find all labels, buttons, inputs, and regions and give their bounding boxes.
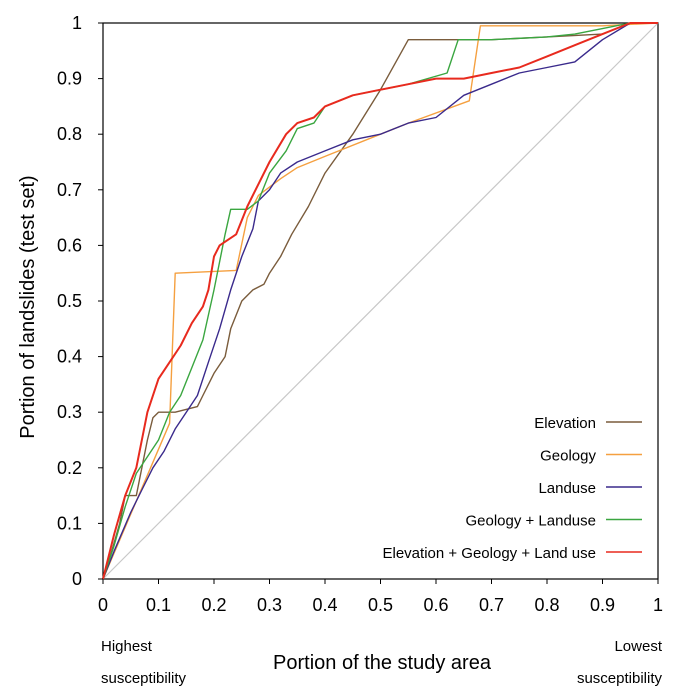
series-line-elevation <box>102 22 658 580</box>
legend-label: Elevation + Geology + Land use <box>383 545 597 562</box>
x-axis-label: Portion of the study area <box>273 652 492 674</box>
legend-label: Elevation <box>534 415 596 432</box>
annotation-highest-susceptibility: susceptibility <box>101 670 187 687</box>
y-tick-label: 0.3 <box>57 402 82 422</box>
y-tick-label: 0.8 <box>57 124 82 144</box>
x-tick-label: 0.3 <box>257 595 282 615</box>
y-tick-label: 1 <box>72 13 82 33</box>
x-tick-label: 1 <box>653 595 663 615</box>
x-tick-label: 0.4 <box>312 595 337 615</box>
series-line-geology-landuse <box>102 22 658 580</box>
annotation-highest: Highest <box>101 638 152 655</box>
x-tick-label: 0.9 <box>590 595 615 615</box>
x-tick-label: 0.1 <box>146 595 171 615</box>
reference-diagonal-line <box>102 22 659 580</box>
legend-label: Geology + Landuse <box>465 513 596 530</box>
legend-label: Landuse <box>538 480 596 497</box>
y-tick-label: 0.7 <box>57 180 82 200</box>
series-line-landuse <box>102 22 658 580</box>
legend-label: Geology <box>540 448 596 465</box>
x-tick-label: 0.7 <box>479 595 504 615</box>
y-tick-label: 0.1 <box>57 513 82 533</box>
annotation-lowest: Lowest <box>614 638 662 655</box>
annotation-lowest-susceptibility: susceptibility <box>576 670 662 687</box>
x-tick-label: 0.5 <box>368 595 393 615</box>
legend: Elevation Geology Landuse Geology + Landuse… <box>383 415 642 562</box>
y-tick-label: 0.9 <box>57 69 82 89</box>
x-tick-label: 0 <box>98 595 108 615</box>
y-tick-label: 0 <box>72 569 82 589</box>
x-tick-label: 0.6 <box>423 595 448 615</box>
series-layer <box>102 22 659 580</box>
y-tick-label: 0.4 <box>57 347 82 367</box>
y-axis-ticks: 0 0.1 0.2 0.3 0.4 0.5 0.6 0.7 0.8 0.9 1 <box>57 13 103 589</box>
y-tick-label: 0.6 <box>57 235 82 255</box>
x-axis-ticks: 0 0.1 0.2 0.3 0.4 0.5 0.6 0.7 0.8 0.9 1 <box>98 579 663 615</box>
x-tick-label: 0.2 <box>201 595 226 615</box>
x-tick-label: 0.8 <box>534 595 559 615</box>
y-tick-label: 0.2 <box>57 458 82 478</box>
y-tick-label: 0.5 <box>57 291 82 311</box>
series-line-elevation-geology-land-use <box>102 22 658 580</box>
y-axis-label: Portion of landslides (test set) <box>17 175 39 438</box>
series-line-geology <box>102 22 659 580</box>
reference-line-layer <box>102 22 659 580</box>
